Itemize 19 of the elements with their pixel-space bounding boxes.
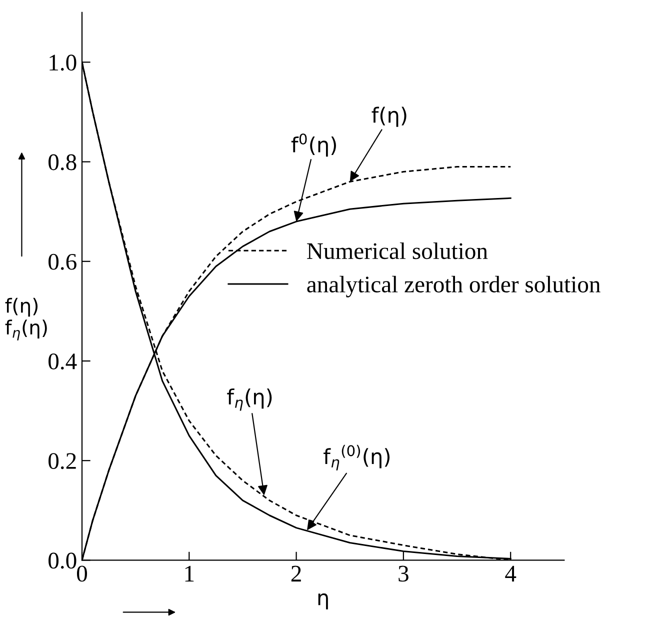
annotation: f$_{η}$(η) (227, 388, 272, 411)
y-tick-label: 0.2 (48, 453, 76, 470)
y-tick-label: 0.0 (48, 552, 76, 569)
y-tick-label: 0.4 (48, 353, 77, 370)
annotation: f$^{0}$(η) (291, 133, 336, 157)
x-tick-label: 4 (505, 566, 516, 582)
x-tick-label: 3 (398, 566, 408, 582)
x-tick-label: 2 (291, 566, 301, 582)
annotation: f(η) (372, 106, 406, 127)
y-tick-label: 0.8 (48, 154, 76, 170)
legend-label: Numerical solution (307, 242, 488, 260)
annotation: f$_{η}$$^{(0)}$(η) (324, 444, 390, 470)
x-tick-label: 1 (185, 566, 194, 582)
x-axis-title: η (318, 593, 328, 610)
x-tick-label: 0 (76, 566, 88, 582)
y-axis-title: f(η) f$_{η}$(η) (5, 298, 47, 340)
y-tick-label: 1.0 (50, 54, 76, 71)
legend-label: analytical zeroth order solution (307, 276, 600, 298)
y-tick-label: 0.6 (48, 254, 76, 270)
